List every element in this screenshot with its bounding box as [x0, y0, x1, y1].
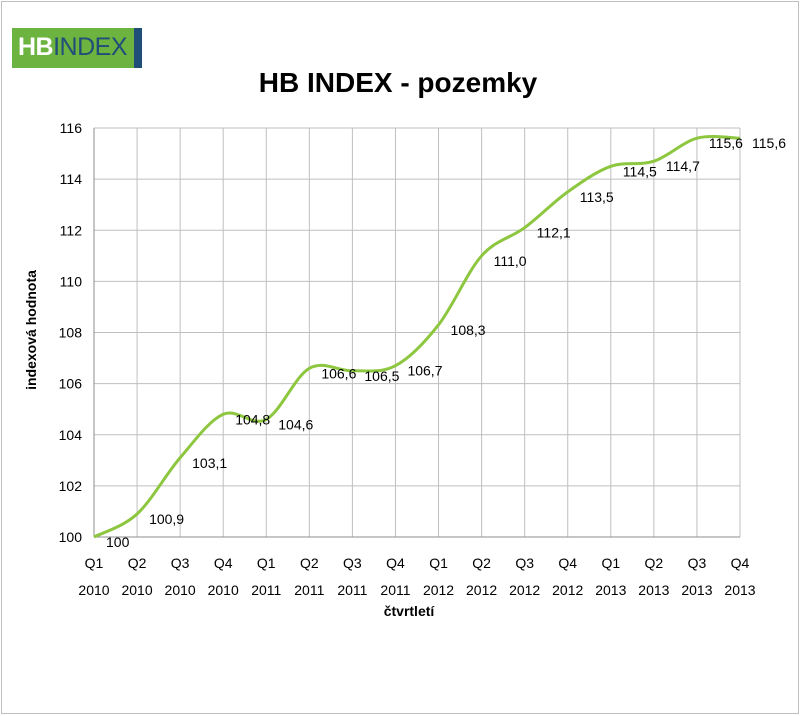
y-axis-label: indexová hodnota [23, 270, 39, 390]
x-tick-quarter: Q2 [472, 555, 491, 571]
x-tick-year: 2013 [724, 582, 755, 598]
x-tick-year: 2012 [509, 582, 540, 598]
data-label: 100,9 [149, 511, 184, 527]
logo-text: HBINDEX [18, 33, 128, 62]
data-label: 106,6 [321, 365, 356, 381]
x-tick-year: 2012 [466, 582, 497, 598]
data-label: 104,6 [278, 416, 313, 432]
x-tick-quarter: Q4 [558, 555, 577, 571]
data-label: 115,6 [709, 135, 743, 151]
x-tick-year: 2013 [681, 582, 712, 598]
data-label: 100 [106, 534, 130, 550]
logo-index: INDEX [53, 33, 128, 61]
data-label: 103,1 [192, 455, 227, 471]
x-tick-quarter: Q3 [688, 555, 707, 571]
y-tick-label: 108 [59, 325, 83, 341]
x-tick-quarter: Q4 [386, 555, 405, 571]
y-tick-label: 104 [59, 427, 83, 443]
x-tick-year: 2013 [595, 582, 626, 598]
data-label: 112,1 [537, 225, 571, 241]
chart-title: HB INDEX - pozemky [259, 67, 538, 98]
x-axis-label: čtvrtletí [384, 603, 436, 619]
x-tick-quarter: Q3 [171, 555, 190, 571]
y-tick-label: 110 [60, 273, 83, 289]
hbindex-logo: HBINDEX [12, 28, 142, 68]
x-tick-quarter: Q4 [214, 555, 233, 571]
data-label: 106,5 [364, 368, 399, 384]
x-tick-quarter: Q1 [429, 555, 448, 571]
x-tick-year: 2010 [121, 582, 152, 598]
x-tick-year: 2010 [78, 582, 109, 598]
x-tick-quarter: Q2 [300, 555, 319, 571]
x-tick-year: 2010 [208, 582, 239, 598]
x-tick-quarter: Q2 [128, 555, 147, 571]
data-label: 115,6 [752, 135, 786, 151]
y-tick-label: 114 [60, 171, 83, 187]
x-tick-year: 2012 [552, 582, 583, 598]
y-tick-label: 100 [59, 529, 83, 545]
logo-hb: HB [18, 33, 54, 61]
x-tick-quarter: Q1 [257, 555, 276, 571]
data-label: 111,0 [494, 253, 527, 269]
data-label: 108,3 [451, 322, 486, 338]
data-label: 114,5 [623, 163, 657, 179]
x-tick-quarter: Q1 [85, 555, 104, 571]
x-tick-year: 2011 [337, 582, 367, 598]
y-tick-label: 116 [60, 120, 83, 136]
x-tick-quarter: Q3 [343, 555, 362, 571]
x-tick-year: 2011 [380, 582, 410, 598]
x-tick-year: 2012 [423, 582, 454, 598]
x-tick-year: 2011 [251, 582, 281, 598]
data-label: 113,5 [580, 189, 614, 205]
y-tick-label: 106 [59, 376, 83, 392]
x-tick-year: 2011 [294, 582, 324, 598]
y-tick-labels: 100 102 104 106 108 110 112 114 116 [59, 120, 83, 545]
data-label: 114,7 [666, 158, 700, 174]
x-tick-year: 2010 [165, 582, 196, 598]
data-label: 104,8 [235, 411, 270, 427]
x-tick-quarter: Q4 [731, 555, 750, 571]
x-tick-quarter: Q1 [601, 555, 620, 571]
x-tick-labels: Q1 2010 Q2 2010 Q3 2010 Q4 2010 Q1 2011 Q2 2011 Q3 20… [78, 555, 755, 598]
x-tick-quarter: Q3 [515, 555, 534, 571]
series-line [93, 135, 741, 539]
logo-accent [134, 28, 142, 68]
x-tick-quarter: Q2 [645, 555, 664, 571]
data-label: 106,7 [407, 363, 442, 379]
y-tick-label: 102 [59, 478, 83, 494]
y-tick-label: 112 [60, 222, 83, 238]
data-labels: 100 100,9 103,1 104,8 104,6 106,6 106,5 106,7 10… [106, 135, 786, 550]
grid [93, 127, 741, 538]
x-tick-year: 2013 [638, 582, 669, 598]
